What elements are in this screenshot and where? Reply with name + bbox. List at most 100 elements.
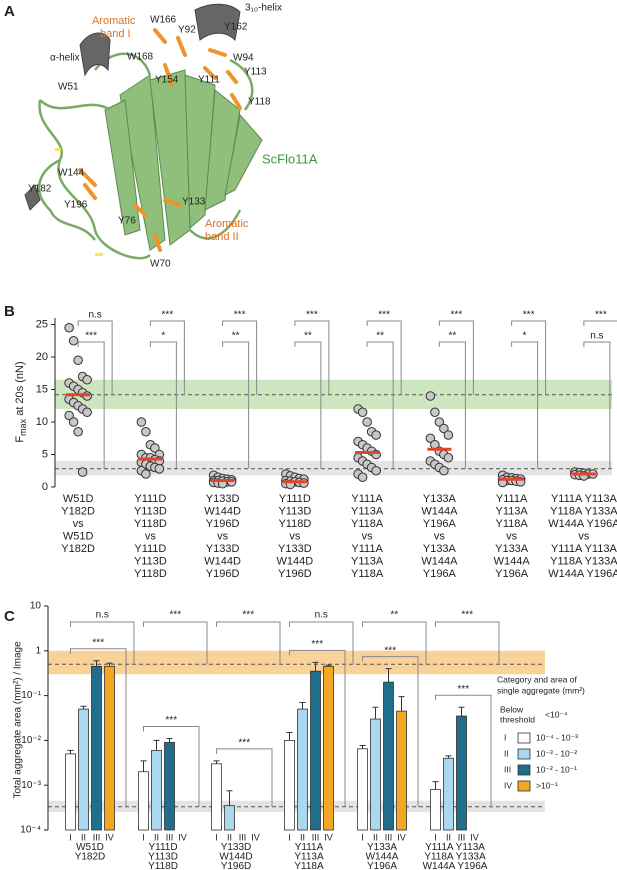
data-point xyxy=(82,407,92,418)
significance-bracket xyxy=(435,621,500,665)
y-label-rest: at 20s (nN) xyxy=(14,361,26,418)
x-tick-label: I xyxy=(361,832,364,842)
data-point xyxy=(73,355,83,366)
helix-label: 3₁₀-helix xyxy=(245,3,282,14)
error-bar xyxy=(153,739,160,751)
x-tick-label: III xyxy=(312,832,320,842)
x-tick-label: IV xyxy=(251,832,260,842)
x-tick-label: Y118A Y133A xyxy=(550,555,617,567)
data-point xyxy=(154,464,165,474)
error-bar xyxy=(67,749,74,754)
data-point xyxy=(357,407,368,418)
significance-label: * xyxy=(161,331,165,342)
significance-label: *** xyxy=(238,737,250,748)
legend-swatch xyxy=(517,748,531,760)
data-point xyxy=(73,426,83,437)
protein-cartoon xyxy=(104,69,263,251)
band-label: band II xyxy=(205,231,239,243)
significance-bracket xyxy=(289,621,354,665)
significance-bracket xyxy=(511,320,547,395)
legend-label: threshold xyxy=(500,714,535,724)
x-tick-label: Y118D xyxy=(278,518,311,530)
x-tick-label: Y182D xyxy=(61,543,95,555)
y-tick-label: 25 xyxy=(36,318,48,330)
error-bar xyxy=(299,702,306,710)
x-tick-label: vs xyxy=(73,518,85,530)
residue-label: Y113 xyxy=(244,67,267,78)
x-tick-label: W144D xyxy=(277,555,314,567)
x-tick-label: Y118D xyxy=(134,568,167,580)
x-tick-label: Y196D xyxy=(221,861,252,870)
x-tick-label: Y133D xyxy=(206,543,240,555)
x-tick-label: W144D xyxy=(204,555,241,567)
data-point xyxy=(443,452,454,463)
y-axis-label: Total aggregate area (mm²) / Image xyxy=(13,641,24,799)
error-bar xyxy=(458,706,465,717)
y-tick-label: 10 xyxy=(30,601,42,612)
significance-label: ** xyxy=(448,331,456,342)
data-point xyxy=(68,417,79,427)
panel-label: C xyxy=(4,608,15,625)
y-tick-label: 10 xyxy=(36,416,48,428)
y-tick-label: 5 xyxy=(42,448,48,460)
x-tick-label: vs xyxy=(289,530,301,542)
protein-label: ScFlo11A xyxy=(262,151,318,166)
panel-label: A xyxy=(4,3,15,20)
x-tick-label: Y113D xyxy=(148,852,178,863)
significance-bracket xyxy=(77,341,105,469)
significance-bracket xyxy=(583,341,611,469)
x-tick-label: I xyxy=(434,832,437,842)
legend-title: Category and area of xyxy=(497,674,577,684)
x-tick-label: III xyxy=(458,832,466,842)
residue-label: Y111 xyxy=(198,75,220,86)
significance-bracket xyxy=(216,748,273,807)
legend-label: 10⁻⁴ - 10⁻³ xyxy=(536,732,578,742)
error-bar xyxy=(359,744,366,749)
significance-label: *** xyxy=(165,715,177,726)
significance-bracket xyxy=(366,341,394,469)
bar xyxy=(78,708,89,831)
data-point xyxy=(430,407,440,418)
x-tick-label: IV xyxy=(178,832,187,842)
x-tick-label: Y133A xyxy=(495,543,529,555)
x-tick-label: II xyxy=(300,832,305,842)
data-point xyxy=(141,469,151,479)
bar xyxy=(456,715,467,831)
x-tick-label: IV xyxy=(397,832,406,842)
bar xyxy=(297,708,308,831)
residue-label: Y196 xyxy=(64,200,88,211)
significance-bracket xyxy=(77,320,113,395)
data-point xyxy=(434,417,445,427)
significance-bracket xyxy=(149,341,177,469)
significance-label: ** xyxy=(232,331,240,342)
x-tick-label: Y196A xyxy=(423,518,457,530)
error-bar xyxy=(312,661,319,672)
bar xyxy=(151,749,162,831)
data-point xyxy=(439,465,449,476)
y-tick-label: 10⁻³ xyxy=(21,780,41,791)
reference-band xyxy=(55,461,612,476)
data-point xyxy=(371,430,381,440)
legend-swatch xyxy=(517,764,531,776)
y-tick-label: 15 xyxy=(36,383,48,395)
significance-label: *** xyxy=(451,310,463,321)
x-tick-label: Y113A xyxy=(351,505,384,517)
significance-label: *** xyxy=(92,637,104,648)
x-tick-label: Y196D xyxy=(206,518,240,530)
x-tick-label: II xyxy=(446,832,451,842)
x-tick-label: III xyxy=(239,832,247,842)
data-point xyxy=(141,426,151,437)
band-label: Aromatic xyxy=(92,15,136,27)
significance-label: * xyxy=(523,331,527,342)
y-axis-label: Fmax at 20s (nN) xyxy=(14,361,28,442)
significance-label: n.s xyxy=(88,310,101,321)
bar xyxy=(396,710,407,831)
error-bar xyxy=(432,781,439,790)
band-label: band I xyxy=(100,28,131,40)
y-label-main: F xyxy=(14,436,26,443)
x-tick-label: vs xyxy=(506,530,518,542)
x-tick-label: vs xyxy=(145,530,157,542)
error-bar xyxy=(213,760,220,764)
significance-bracket xyxy=(583,320,617,326)
significance-label: n.s xyxy=(315,610,328,621)
